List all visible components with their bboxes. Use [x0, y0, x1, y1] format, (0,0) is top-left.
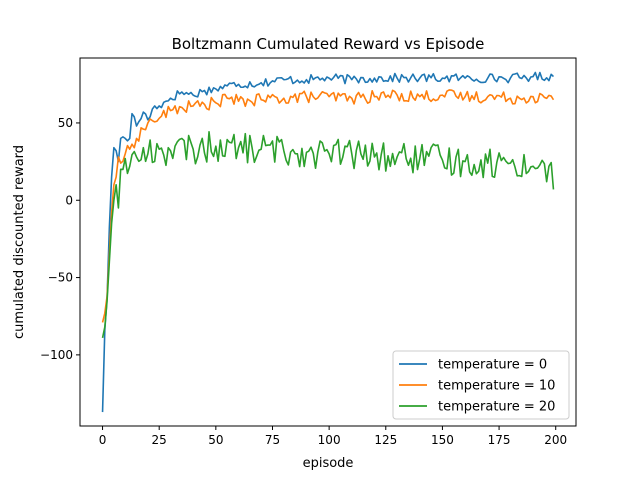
series-layer: [101, 71, 555, 413]
chart-title: Boltzmann Cumulated Reward vs Episode: [172, 35, 485, 53]
y-tick-label: 0: [65, 193, 73, 207]
y-tick-label: −100: [40, 348, 73, 362]
x-axis-label: episode: [303, 456, 354, 471]
x-tick-label: 200: [544, 433, 567, 447]
x-tick-label: 0: [99, 433, 107, 447]
series-line-3: [101, 130, 555, 339]
x-tick-label: 175: [488, 433, 511, 447]
plot-frame: [79, 57, 577, 427]
x-tick-label: 75: [265, 433, 280, 447]
x-tick-label: 125: [374, 433, 397, 447]
y-tick-label: 50: [58, 116, 73, 130]
y-axis-label: cumulated discounted reward: [12, 145, 27, 339]
x-tick-label: 100: [318, 433, 341, 447]
x-axis: 0 25 50 75 100 125 150 175 200: [99, 426, 567, 447]
legend-label-2: temperature = 10: [438, 379, 555, 394]
legend: temperature = 0 temperature = 10 temperatu…: [392, 350, 570, 420]
x-tick-label: 150: [431, 433, 454, 447]
legend-label-1: temperature = 0: [438, 358, 547, 373]
y-tick-label: −50: [48, 271, 73, 285]
legend-label-3: temperature = 20: [438, 400, 555, 415]
y-axis: −100 −50 0 50: [40, 116, 80, 362]
x-tick-label: 25: [152, 433, 167, 447]
series-line-2: [101, 89, 555, 323]
legend-box: [392, 350, 570, 420]
series-line-1: [101, 71, 555, 413]
x-tick-label: 50: [208, 433, 223, 447]
